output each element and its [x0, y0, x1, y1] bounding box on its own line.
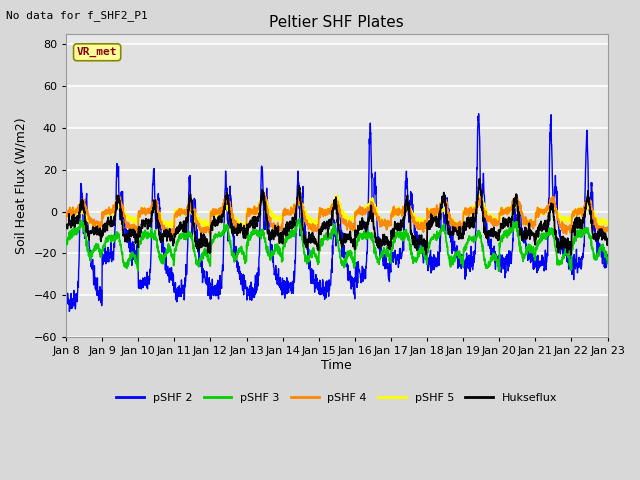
Bar: [66, 128, 607, 170]
Y-axis label: Soil Heat Flux (W/m2): Soil Heat Flux (W/m2): [15, 117, 28, 254]
pSHF 4: [365, 205, 372, 211]
pSHF 3: [364, 230, 372, 236]
Line: pSHF 3: pSHF 3: [66, 219, 607, 271]
Line: pSHF 4: pSHF 4: [66, 193, 607, 238]
Line: Hukseflux: Hukseflux: [66, 179, 607, 255]
Bar: [66, 44, 607, 86]
pSHF 3: [604, 260, 611, 266]
pSHF 5: [95, 227, 102, 232]
pSHF 3: [572, 234, 579, 240]
Hukseflux: [364, 221, 372, 227]
Hukseflux: [62, 222, 70, 228]
Text: VR_met: VR_met: [77, 47, 117, 58]
pSHF 4: [62, 215, 70, 221]
pSHF 2: [65, 309, 73, 314]
Hukseflux: [604, 240, 611, 246]
pSHF 5: [353, 208, 360, 214]
Hukseflux: [567, 252, 575, 258]
pSHF 4: [353, 211, 360, 217]
pSHF 3: [353, 238, 360, 244]
pSHF 3: [296, 216, 303, 222]
pSHF 5: [604, 220, 611, 226]
pSHF 2: [62, 296, 70, 302]
pSHF 5: [495, 218, 502, 224]
X-axis label: Time: Time: [321, 359, 352, 372]
pSHF 3: [495, 268, 503, 274]
Hukseflux: [556, 245, 564, 251]
pSHF 4: [260, 190, 268, 196]
pSHF 2: [604, 256, 611, 262]
Hukseflux: [572, 220, 579, 226]
pSHF 2: [475, 111, 483, 117]
pSHF 4: [556, 223, 564, 228]
pSHF 2: [495, 263, 502, 269]
pSHF 2: [214, 280, 221, 286]
Hukseflux: [494, 236, 502, 242]
pSHF 4: [572, 208, 579, 214]
Text: No data for f_SHF2_P1: No data for f_SHF2_P1: [6, 10, 148, 21]
Line: pSHF 2: pSHF 2: [66, 114, 607, 312]
pSHF 3: [494, 264, 502, 270]
Legend: pSHF 2, pSHF 3, pSHF 4, pSHF 5, Hukseflux: pSHF 2, pSHF 3, pSHF 4, pSHF 5, Hukseflu…: [112, 388, 562, 407]
pSHF 5: [556, 215, 564, 221]
Hukseflux: [476, 176, 483, 182]
pSHF 5: [572, 209, 579, 215]
pSHF 4: [604, 225, 611, 230]
pSHF 2: [572, 257, 579, 263]
pSHF 5: [365, 203, 372, 209]
Hukseflux: [213, 217, 221, 223]
Title: Peltier SHF Plates: Peltier SHF Plates: [269, 15, 404, 30]
pSHF 2: [364, 201, 372, 207]
pSHF 2: [556, 231, 564, 237]
pSHF 3: [62, 240, 70, 246]
pSHF 4: [214, 211, 221, 216]
pSHF 3: [556, 259, 564, 265]
Hukseflux: [353, 229, 360, 235]
pSHF 5: [62, 212, 70, 218]
pSHF 4: [169, 235, 177, 241]
Bar: [66, 295, 607, 337]
Line: pSHF 5: pSHF 5: [66, 193, 607, 229]
pSHF 5: [260, 190, 268, 196]
pSHF 5: [214, 212, 221, 217]
pSHF 4: [495, 220, 502, 226]
pSHF 3: [213, 232, 221, 238]
pSHF 2: [353, 266, 360, 272]
Bar: [66, 212, 607, 253]
